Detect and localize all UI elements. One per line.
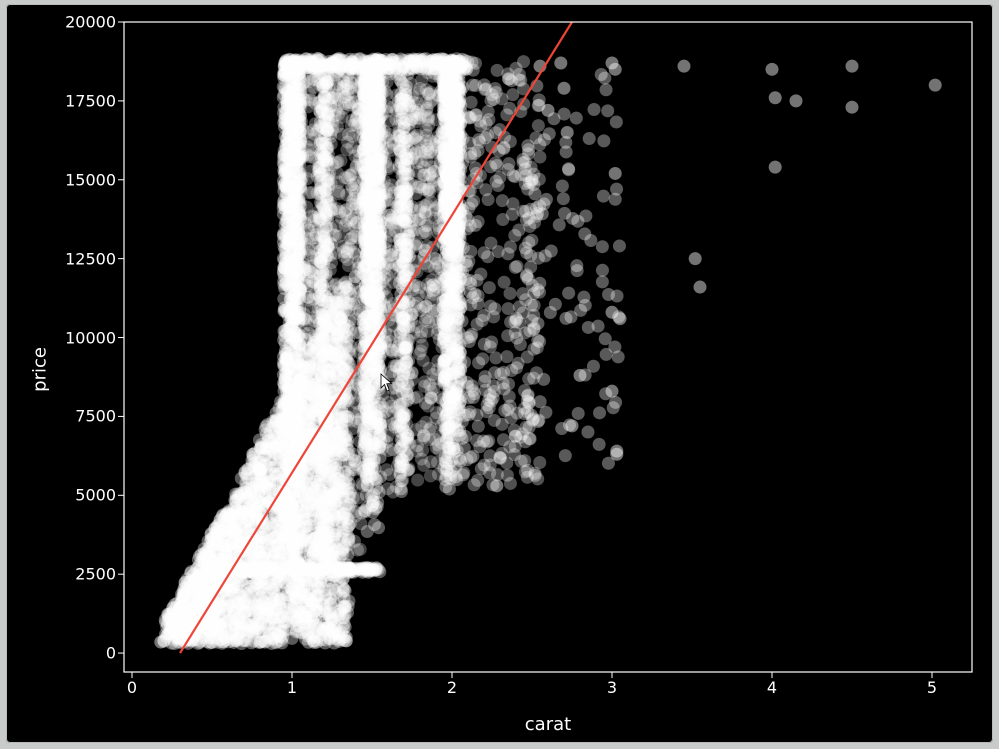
plot-area: carat price 0123450250050007500100001250… [124, 22, 972, 672]
x-tick-label: 0 [127, 678, 137, 697]
x-tick-label: 4 [767, 678, 777, 697]
scatter-points [154, 52, 941, 650]
x-tick-label: 5 [927, 678, 937, 697]
y-tick-label: 17500 [65, 91, 116, 110]
y-tick-label: 0 [106, 644, 116, 663]
y-tick-label: 7500 [75, 407, 116, 426]
chart-card: carat price 0 1 2 3 4 5 0 2500 5000 7500 10000 1250… [6, 4, 993, 743]
x-tick-label: 1 [287, 678, 297, 697]
y-tick-label: 2500 [75, 565, 116, 584]
x-tick-label: 2 [447, 678, 457, 697]
x-axis-label: carat [525, 714, 571, 735]
y-tick-label: 10000 [65, 328, 116, 347]
x-tick-label: 3 [607, 678, 617, 697]
y-tick-label: 5000 [75, 486, 116, 505]
y-tick-label: 12500 [65, 249, 116, 268]
y-axis-label: price [30, 347, 51, 392]
y-tick-label: 20000 [65, 13, 116, 32]
scatter-plot [124, 22, 972, 672]
y-tick-label: 15000 [65, 170, 116, 189]
